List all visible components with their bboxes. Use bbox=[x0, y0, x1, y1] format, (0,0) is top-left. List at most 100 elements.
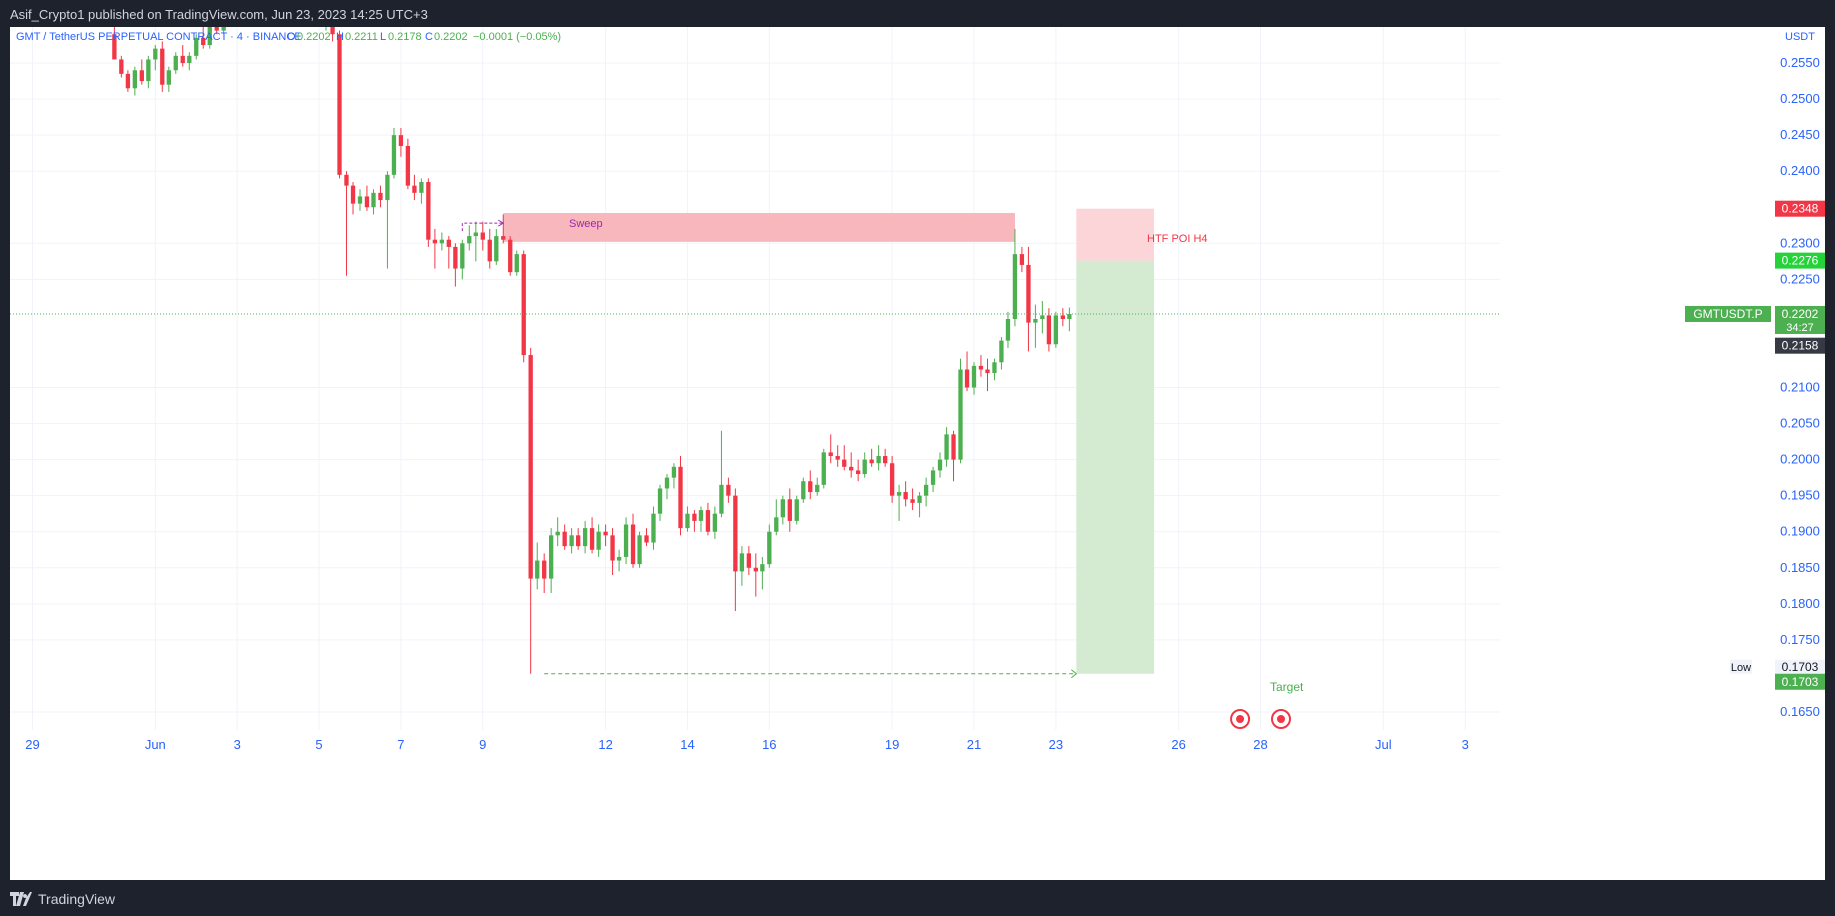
candle-body bbox=[1005, 319, 1011, 341]
target-zone bbox=[1076, 260, 1155, 674]
candle-body bbox=[139, 70, 144, 82]
y-tick-label: 0.2300 bbox=[1780, 235, 1820, 250]
x-tick-label: 23 bbox=[1049, 737, 1063, 752]
candle-body bbox=[201, 37, 206, 46]
chart-panel[interactable]: 0.2550 0.2500 0.2450 0.2400 0.2300 0.2250 0.21… bbox=[10, 27, 1825, 880]
candle-body bbox=[733, 495, 738, 572]
time-axis: 29 Jun 3 5 7 9 12 14 16 19 21 23 26 28 Jul 3 bbox=[25, 737, 1469, 752]
candle-body bbox=[446, 239, 451, 247]
candle-body bbox=[1012, 254, 1018, 320]
price-label: 0.2158 bbox=[1782, 339, 1819, 353]
candle-body bbox=[767, 531, 772, 565]
candle-body bbox=[828, 452, 833, 457]
candle-body bbox=[582, 528, 588, 547]
target-label: Target bbox=[1270, 680, 1304, 694]
x-tick-label: Jun bbox=[145, 737, 166, 752]
candle-body bbox=[187, 55, 192, 64]
candle-body bbox=[808, 481, 813, 493]
currency-label[interactable]: USDT bbox=[1785, 31, 1815, 43]
y-tick-label: 0.1850 bbox=[1780, 560, 1820, 575]
candle-body bbox=[132, 70, 138, 89]
candle-body bbox=[378, 192, 383, 201]
candle-body bbox=[964, 369, 970, 388]
candle-body bbox=[555, 531, 560, 536]
price-label-bg bbox=[1775, 200, 1825, 217]
candle-body bbox=[173, 55, 178, 71]
candle-body bbox=[849, 466, 854, 471]
candle-body bbox=[978, 365, 984, 370]
candle-body bbox=[542, 560, 547, 579]
candle-body bbox=[610, 535, 615, 561]
candle-body bbox=[153, 48, 158, 60]
candle-body bbox=[337, 34, 342, 175]
candle-body bbox=[548, 535, 554, 579]
candle-body bbox=[842, 459, 847, 467]
candle-body bbox=[692, 513, 697, 521]
candle-body bbox=[432, 239, 438, 244]
price-label-bg bbox=[1775, 252, 1825, 269]
target-arrow-icon bbox=[1071, 669, 1078, 679]
legend-h-value: 0.2211 bbox=[345, 31, 378, 43]
y-tick-label: 0.1650 bbox=[1780, 704, 1820, 719]
candle-body bbox=[917, 495, 922, 503]
candle-body bbox=[657, 488, 663, 514]
y-tick-label: 0.2100 bbox=[1780, 380, 1820, 395]
economic-event-dot-icon bbox=[1236, 715, 1245, 723]
candle-body bbox=[815, 484, 820, 493]
y-tick-label: 0.1950 bbox=[1780, 488, 1820, 503]
candle-body bbox=[787, 499, 792, 521]
candle-body bbox=[801, 481, 806, 500]
candle-body bbox=[698, 510, 704, 521]
candle-body bbox=[487, 239, 492, 262]
y-tick-label: 0.1800 bbox=[1780, 596, 1820, 611]
candle-body bbox=[1060, 315, 1065, 320]
candle-body bbox=[180, 55, 185, 64]
x-tick-label: 19 bbox=[885, 737, 899, 752]
candle-body bbox=[923, 484, 929, 496]
candle-body bbox=[119, 59, 124, 74]
candle-body bbox=[971, 365, 977, 388]
sweep-line bbox=[461, 222, 504, 232]
candle-body bbox=[453, 246, 458, 269]
price-label: 0.1703 bbox=[1782, 675, 1819, 689]
poi-zone bbox=[503, 213, 1015, 242]
candle-body bbox=[514, 254, 519, 273]
price-axis: 0.2550 0.2500 0.2450 0.2400 0.2300 0.2250 0.21… bbox=[1780, 55, 1820, 719]
candle-body bbox=[371, 192, 376, 208]
candle-body bbox=[521, 254, 526, 356]
y-tick-label: 0.2250 bbox=[1780, 271, 1820, 286]
countdown-label: 34:27 bbox=[1786, 322, 1814, 334]
drawing-zones bbox=[503, 208, 1155, 674]
candle-body bbox=[876, 456, 881, 464]
sweep-label: Sweep bbox=[569, 218, 603, 230]
x-tick-label: 9 bbox=[479, 737, 486, 752]
candle-body bbox=[896, 492, 902, 496]
low-prefix-bg bbox=[1730, 659, 1752, 674]
candle-body bbox=[460, 243, 465, 269]
symbol-label: GMTUSDT.P bbox=[1693, 307, 1762, 321]
price-label-bg bbox=[1775, 337, 1825, 354]
price-chart[interactable]: 0.2550 0.2500 0.2450 0.2400 0.2300 0.2250 0.21… bbox=[10, 27, 1825, 880]
y-tick-label: 0.1750 bbox=[1780, 632, 1820, 647]
x-tick-label: 16 bbox=[762, 737, 776, 752]
candle-body bbox=[391, 135, 397, 175]
candle-body bbox=[596, 531, 601, 550]
sweep-arrow-icon bbox=[497, 219, 505, 227]
x-tick-label: 3 bbox=[234, 737, 241, 752]
candle-body bbox=[958, 369, 963, 460]
legend-symbol[interactable]: GMT / TetherUS PERPETUAL CONTRACT · 4 · … bbox=[16, 31, 302, 43]
candle-body bbox=[501, 236, 506, 240]
candle-body bbox=[364, 196, 370, 208]
candle-body bbox=[1046, 315, 1052, 345]
legend-c-label: C bbox=[425, 31, 433, 43]
candle-body bbox=[419, 182, 424, 193]
candle-body bbox=[726, 484, 731, 496]
candle-body bbox=[467, 236, 472, 244]
candle-body bbox=[214, 27, 219, 31]
footer-brand[interactable]: TradingView bbox=[10, 891, 115, 907]
x-tick-label: 28 bbox=[1253, 737, 1267, 752]
y-tick-label: 0.2400 bbox=[1780, 163, 1820, 178]
legend-c-value: 0.2202 bbox=[434, 31, 468, 43]
candle-body bbox=[999, 340, 1004, 363]
candle-body bbox=[739, 553, 745, 572]
